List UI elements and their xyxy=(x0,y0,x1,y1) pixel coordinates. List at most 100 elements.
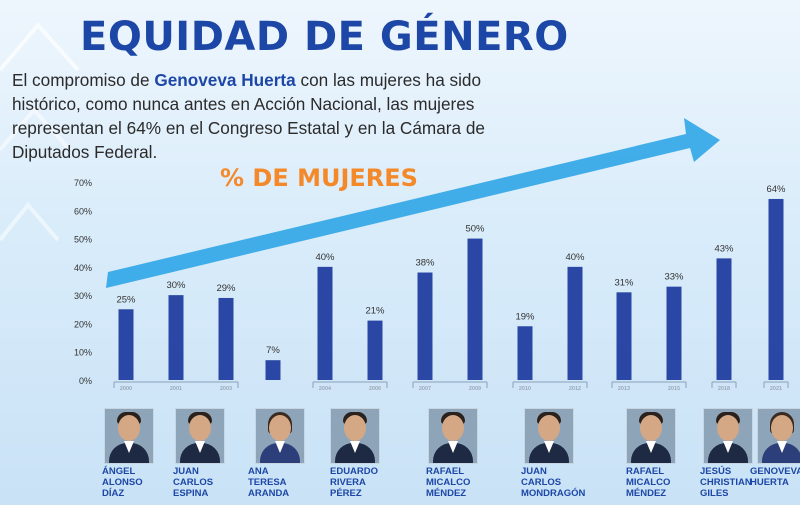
portrait-ana-teresa-aranda-photo xyxy=(255,408,305,464)
x-tick-label: 2006 xyxy=(369,386,381,392)
intro-prefix: El compromiso de xyxy=(12,70,155,90)
bar xyxy=(716,258,732,380)
bar-data-label: 19% xyxy=(515,311,535,322)
portrait-head xyxy=(640,415,662,441)
bar xyxy=(168,295,184,380)
portrait-head xyxy=(189,415,211,441)
bar xyxy=(218,297,234,380)
portrait-body xyxy=(109,443,149,463)
x-tick-label: 2018 xyxy=(718,386,730,392)
portrait-jesus-christian-giles-photo xyxy=(703,408,753,464)
x-tick-label: 2013 xyxy=(618,386,630,392)
page-title: EQUIDAD DE GÉNERO xyxy=(80,14,569,60)
bar xyxy=(367,320,383,380)
portrait-juan-carlos-espina-photo xyxy=(175,408,225,464)
portrait-eduardo-rivera-perez-photo xyxy=(330,408,380,464)
bar-data-label: 40% xyxy=(565,252,585,263)
x-tick-label: 2015 xyxy=(668,386,680,392)
person-name: RAFAEL MICALCO MÉNDEZ xyxy=(426,466,471,499)
person-name: GENOVEVA HUERTA xyxy=(750,466,800,488)
intro-suffix: con las mujeres ha sido histórico, como … xyxy=(12,70,485,162)
x-tick-label: 2004 xyxy=(319,386,332,392)
bar-data-label: 43% xyxy=(714,243,734,254)
portrait-body xyxy=(335,443,375,463)
person-name: JUAN CARLOS ESPINA xyxy=(173,466,214,499)
portrait-head xyxy=(771,415,793,441)
portrait-collar xyxy=(646,441,656,453)
person-name: JESÚS CHRISTIAN GILES xyxy=(700,466,752,499)
portrait-angel-alonso-diaz-photo xyxy=(104,408,154,464)
x-tick-label: 2012 xyxy=(569,386,581,392)
x-tick-label: 2003 xyxy=(220,386,232,392)
x-tick-label: 2001 xyxy=(170,386,182,392)
portrait-head xyxy=(442,415,464,441)
portrait-head xyxy=(118,415,140,441)
y-tick-label: 30% xyxy=(74,291,92,301)
bar xyxy=(467,238,483,380)
portrait-head xyxy=(269,415,291,441)
trend-arrow-shape xyxy=(106,118,720,288)
person-name: EDUARDO RIVERA PÉREZ xyxy=(330,466,379,499)
portrait-body xyxy=(708,443,748,463)
bar-data-label: 30% xyxy=(166,280,186,291)
portrait-body xyxy=(260,443,300,463)
x-tick-label: 2000 xyxy=(120,386,132,392)
bar xyxy=(666,286,682,380)
portrait-rafael-micalco-mendez-photo xyxy=(626,408,676,464)
portrait-body xyxy=(631,443,671,463)
y-tick-label: 60% xyxy=(74,206,92,216)
intro-name: Genoveva Huerta xyxy=(154,70,296,90)
x-tick-label: 2021 xyxy=(770,386,782,392)
chart-title: % DE MUJERES xyxy=(220,164,418,192)
portrait-collar xyxy=(124,441,134,453)
portrait-rafael-micalco-mendez-photo xyxy=(428,408,478,464)
portrait-body xyxy=(180,443,220,463)
trend-arrow xyxy=(106,118,720,288)
bar-data-label: 29% xyxy=(216,283,236,294)
bar-data-label: 38% xyxy=(415,258,435,269)
bars: 25% 2000 30% 2001 29% 2003 7% 40% 2004 21% 2006 38%… xyxy=(116,184,786,392)
y-tick-label: 50% xyxy=(74,235,92,245)
bar xyxy=(616,292,632,380)
portrait-collar xyxy=(195,441,205,453)
portrait-head xyxy=(717,415,739,441)
bar-data-label: 7% xyxy=(266,345,280,356)
person-name: RAFAEL MICALCO MÉNDEZ xyxy=(626,466,671,499)
x-tick-label: 2010 xyxy=(519,386,531,392)
portrait-head xyxy=(538,415,560,441)
bar xyxy=(567,266,583,380)
portrait-head xyxy=(344,415,366,441)
portrait-collar xyxy=(723,441,733,453)
person-name: ANA TERESA ARANDA xyxy=(248,466,290,499)
y-tick-label: 20% xyxy=(74,319,92,329)
bar xyxy=(265,360,281,380)
bar-data-label: 40% xyxy=(315,252,335,263)
y-axis: 0% 10% 20% 30% 40% 50% 60% 70% xyxy=(74,178,789,388)
portrait-collar xyxy=(275,441,285,453)
portrait-collar xyxy=(448,441,458,453)
portrait-juan-carlos-mondragon-photo xyxy=(524,408,574,464)
bar xyxy=(517,326,533,380)
x-tick-label: 2009 xyxy=(469,386,481,392)
y-tick-label: 0% xyxy=(79,376,92,386)
portrait-collar xyxy=(350,441,360,453)
bar-data-label: 50% xyxy=(465,224,485,235)
bar-data-label: 25% xyxy=(116,294,136,305)
person-name: ÁNGEL ALONSO DÍAZ xyxy=(102,466,143,499)
bar-data-label: 21% xyxy=(365,306,385,317)
bar-data-label: 33% xyxy=(664,272,684,283)
y-tick-label: 10% xyxy=(74,348,92,358)
intro-paragraph: El compromiso de Genoveva Huerta con las… xyxy=(12,68,552,164)
x-tick-label: 2007 xyxy=(419,386,431,392)
portrait-body xyxy=(762,443,800,463)
bar-data-label: 31% xyxy=(614,277,634,288)
y-tick-label: 40% xyxy=(74,263,92,273)
portrait-collar xyxy=(777,441,787,453)
bar xyxy=(768,198,784,380)
portrait-body xyxy=(433,443,473,463)
bar xyxy=(317,266,333,380)
portrait-collar xyxy=(544,441,554,453)
person-name: JUAN CARLOS MONDRAGÓN xyxy=(521,466,586,499)
y-tick-label: 70% xyxy=(74,178,92,188)
bar xyxy=(118,309,134,380)
